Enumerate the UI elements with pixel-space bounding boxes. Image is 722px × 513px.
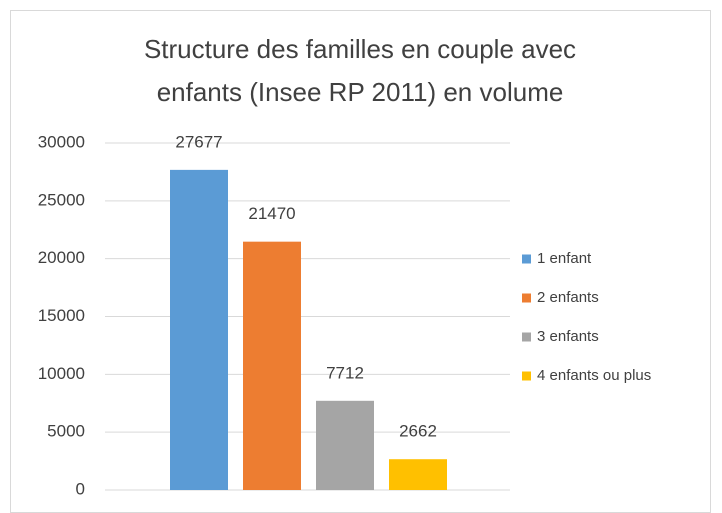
y-tick-label: 5000 — [47, 422, 85, 441]
y-tick-label: 20000 — [38, 248, 85, 267]
legend-label: 1 enfant — [537, 250, 592, 267]
data-label: 7712 — [326, 363, 364, 382]
legend-swatch — [522, 293, 531, 303]
bar — [243, 241, 301, 490]
bar — [389, 459, 447, 490]
y-tick-label: 25000 — [38, 190, 85, 209]
y-tick-label: 0 — [76, 479, 85, 498]
data-label: 21470 — [248, 204, 295, 223]
data-label: 2662 — [399, 422, 437, 441]
y-tick-label: 30000 — [38, 132, 85, 151]
chart-title: Structure des familles en couple avec en… — [143, 34, 577, 107]
legend-label: 4 enfants ou plus — [537, 367, 651, 384]
y-tick-label: 10000 — [38, 364, 85, 383]
bar — [170, 169, 228, 490]
legend-swatch — [522, 332, 531, 342]
y-tick-label: 15000 — [38, 306, 85, 325]
legend-swatch — [522, 254, 531, 264]
legend-label: 3 enfants — [537, 328, 599, 345]
bar — [316, 400, 374, 490]
legend-label: 2 enfants — [537, 289, 599, 306]
data-label: 27677 — [175, 132, 222, 151]
legend-swatch — [522, 371, 531, 381]
